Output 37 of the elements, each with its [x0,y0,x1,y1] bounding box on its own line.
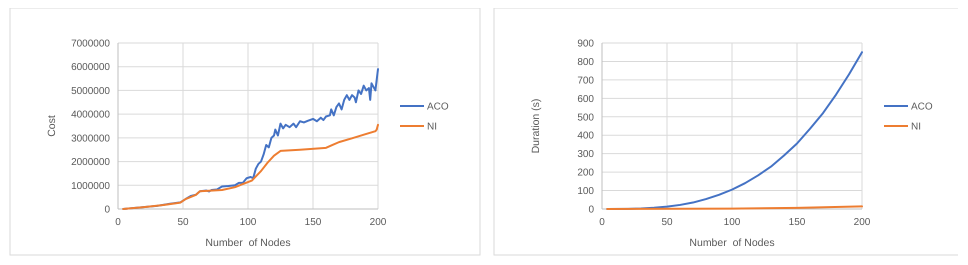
y-tick-label: 7000000 [71,38,110,50]
y-tick-label: 300 [577,149,594,160]
y-tick-label: 800 [577,56,594,68]
y-tick-label: 0 [104,204,110,216]
y-tick-label: 4000000 [71,110,110,121]
y-tick-label: 5000000 [71,86,110,97]
y-tick-label: 700 [577,75,594,86]
y-tick-label: 500 [577,112,594,124]
x-tick-label: 0 [599,217,606,228]
y-tick-label: 200 [577,168,594,179]
legend-label: NI [427,122,437,132]
y-tick-label: 3000000 [71,133,110,144]
legend-label: ACO [427,102,449,112]
y-tick-label: 6000000 [71,62,110,74]
x-tick-label: 200 [370,217,387,228]
y-tick-label: 2000000 [71,157,110,168]
x-tick-label: 150 [304,217,322,228]
line-series [122,124,379,210]
y-tick-label: 600 [577,94,594,105]
y-tick-label: 900 [577,38,594,50]
y-tick-label: 400 [577,130,594,142]
y-axis-title: Cost [46,115,58,137]
y-axis-title: Duration (s) [530,98,542,154]
x-axis-title: Number of Nodes [205,237,291,249]
x-tick-label: 150 [788,217,806,228]
x-tick-label: 50 [661,217,673,228]
x-tick-label: 100 [240,217,257,228]
x-axis-title: Number of Nodes [689,237,775,249]
x-tick-label: 100 [724,217,741,228]
legend-label: NI [911,122,921,132]
y-tick-label: 100 [577,186,594,198]
legend-label: ACO [911,102,933,112]
x-tick-label: 0 [115,217,122,228]
x-tick-label: 200 [854,217,871,228]
y-tick-label: 0 [588,204,594,216]
y-tick-label: 1000000 [71,180,110,192]
x-tick-label: 50 [177,217,189,228]
